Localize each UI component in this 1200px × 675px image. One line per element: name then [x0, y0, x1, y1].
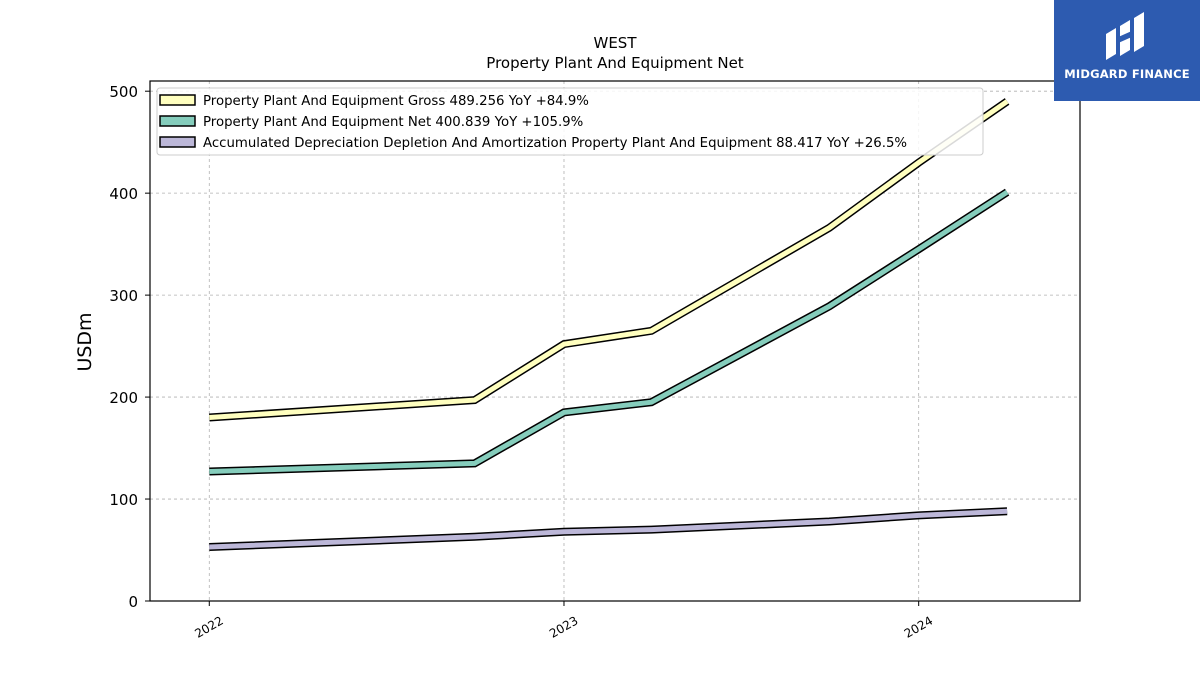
axis-ticks: 0 100 200 300 400 500 2022 2023 2024 — [109, 83, 935, 641]
chart-title: WEST — [594, 34, 638, 52]
legend-swatch — [159, 136, 196, 148]
grid-lines — [150, 81, 1080, 601]
legend: Property Plant And Equipment Gross 489.2… — [156, 87, 984, 156]
legend-label: Property Plant And Equipment Net 400.839… — [203, 115, 583, 130]
y-axis-label: USDm — [74, 312, 96, 371]
legend-label: Accumulated Depreciation Depletion And A… — [203, 136, 907, 151]
series-line-outline — [209, 188, 1010, 476]
legend-box — [156, 87, 984, 156]
x-tick-label: 2024 — [902, 613, 935, 640]
series-line — [209, 508, 1008, 550]
x-tick-label: 2022 — [192, 613, 225, 640]
logo-text: MIDGARD FINANCE — [1064, 67, 1190, 81]
y-tick-label: 100 — [109, 491, 138, 509]
chart-subtitle: Property Plant And Equipment Net — [486, 54, 743, 72]
y-tick-label: 0 — [128, 593, 138, 611]
x-tick-label: 2023 — [547, 613, 580, 640]
legend-label: Property Plant And Equipment Gross 489.2… — [203, 94, 589, 109]
midgard-logo-icon — [1106, 12, 1144, 60]
series-lines — [209, 98, 1010, 551]
brand-logo: MIDGARD FINANCE — [1054, 0, 1200, 101]
y-tick-label: 400 — [109, 185, 138, 203]
legend-swatch — [159, 94, 196, 106]
series-line — [209, 189, 1009, 474]
y-tick-label: 300 — [109, 287, 138, 305]
series-line — [209, 99, 1009, 420]
legend-swatch — [159, 115, 196, 127]
y-tick-label: 200 — [109, 389, 138, 407]
plot-frame — [149, 80, 1081, 602]
y-tick-label: 500 — [109, 83, 138, 101]
